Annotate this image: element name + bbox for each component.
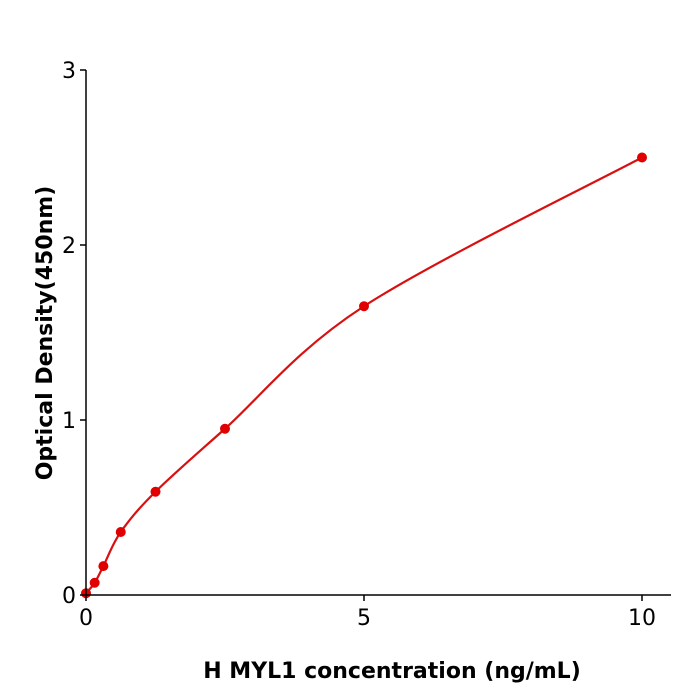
x-tick-label: 5 (357, 606, 371, 631)
y-tick-label: 0 (62, 584, 76, 609)
y-tick-label: 1 (62, 409, 76, 434)
data-point (220, 423, 230, 434)
data-point (150, 486, 161, 497)
y-tick-label: 3 (62, 59, 76, 84)
x-tick-label: 0 (79, 606, 93, 631)
fit-curve (85, 156, 643, 594)
x-tick-label: 10 (628, 606, 656, 631)
x-axis-label: H MYL1 concentration (ng/mL) (203, 659, 581, 684)
data-point (115, 527, 126, 537)
data-point (359, 301, 369, 312)
y-tick-label: 2 (62, 234, 76, 259)
data-point (89, 577, 100, 588)
data-point (98, 561, 109, 572)
y-axis-label: Optical Density(450nm) (33, 186, 58, 481)
data-point (637, 152, 647, 163)
